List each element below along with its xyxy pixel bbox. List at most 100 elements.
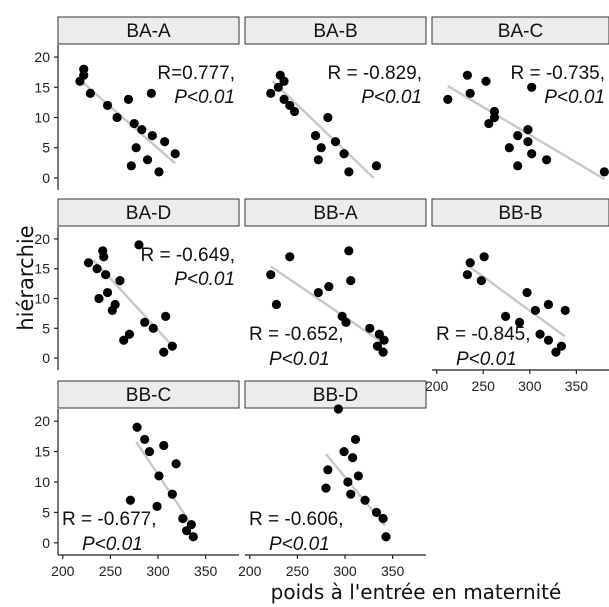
- data-point: [339, 446, 349, 457]
- data-point: [513, 161, 523, 171]
- data-point: [289, 106, 300, 117]
- data-point: [346, 489, 356, 499]
- data-point: [379, 335, 389, 345]
- data-point: [279, 76, 289, 86]
- x-tick-label: 350: [381, 563, 405, 579]
- p-value-label: P<0.01: [456, 349, 517, 370]
- data-point: [514, 317, 525, 327]
- data-point: [129, 118, 139, 129]
- data-point: [504, 143, 514, 153]
- y-tick-label: 5: [42, 140, 50, 156]
- facet-title: BA-C: [498, 21, 543, 42]
- y-tick-label: 20: [34, 231, 50, 247]
- data-point: [527, 82, 537, 92]
- data-point: [344, 167, 354, 177]
- facet-strip: [244, 198, 427, 227]
- facet-strip: [244, 16, 427, 45]
- data-point: [360, 495, 370, 505]
- facet-strip: [57, 16, 240, 45]
- data-point: [170, 149, 180, 159]
- data-point: [79, 64, 89, 74]
- correlation-label: R = -0.652,: [249, 324, 344, 345]
- regression-line: [271, 80, 375, 179]
- data-point: [110, 299, 120, 310]
- data-point: [378, 347, 388, 357]
- data-point: [323, 112, 333, 123]
- correlation-label: R = -0.677,: [62, 509, 157, 530]
- x-tick-label: 200: [51, 563, 75, 579]
- data-point: [154, 471, 164, 481]
- facet-title: BB-A: [313, 203, 358, 224]
- data-point: [125, 495, 135, 505]
- correlation-label: R = -0.845,: [436, 324, 531, 345]
- data-point: [323, 465, 333, 475]
- data-point: [560, 305, 570, 316]
- data-point: [348, 453, 358, 463]
- data-point: [273, 82, 283, 92]
- data-point: [98, 246, 108, 256]
- data-point: [126, 161, 136, 171]
- data-point: [462, 270, 472, 280]
- data-point: [271, 299, 282, 310]
- data-point: [479, 252, 489, 262]
- p-value-label: P<0.01: [269, 349, 330, 370]
- data-point: [346, 276, 356, 286]
- data-point: [465, 258, 475, 268]
- data-point: [465, 88, 475, 98]
- data-point: [188, 532, 198, 542]
- data-point: [344, 246, 354, 256]
- data-point: [371, 507, 382, 518]
- data-point: [154, 167, 164, 177]
- data-point: [371, 161, 382, 171]
- data-point: [481, 76, 491, 86]
- p-value-label: P<0.01: [269, 534, 330, 555]
- data-point: [146, 88, 156, 98]
- panel-ba-d: BA-D 0 5 10 15 20 R = -0.649, P<0.01: [34, 198, 240, 370]
- panel-bb-c: BB-C 0 5 10 15 20 200 250 300 350 R = -0.677, P<0.0…: [34, 380, 240, 579]
- x-tick-label: 250: [286, 563, 310, 579]
- data-point: [333, 404, 343, 414]
- panels-layer: BA-A 0 5 10 15 20 R=0.777, P<0.01 BA-B R = -0.829…: [34, 16, 609, 579]
- data-point: [147, 131, 157, 141]
- data-point: [279, 94, 289, 104]
- data-point: [350, 434, 361, 445]
- y-tick-label: 0: [42, 170, 50, 186]
- panel-ba-a: BA-A 0 5 10 15 20 R=0.777, P<0.01: [34, 16, 240, 190]
- facet-title: BB-B: [498, 203, 542, 224]
- data-point: [523, 124, 533, 135]
- data-point: [541, 155, 552, 165]
- y-tick-label: 10: [34, 110, 50, 126]
- x-tick-label: 350: [565, 378, 589, 394]
- p-value-label: P<0.01: [361, 87, 422, 108]
- y-tick-label: 15: [34, 79, 50, 95]
- facet-title: BA-B: [313, 21, 357, 42]
- data-point: [140, 434, 150, 445]
- data-point: [462, 70, 472, 80]
- data-point: [500, 311, 511, 321]
- x-tick-label: 250: [472, 378, 496, 394]
- data-point: [378, 513, 388, 524]
- data-point: [285, 252, 295, 262]
- data-point: [341, 317, 351, 327]
- data-point: [167, 341, 177, 351]
- data-point: [186, 519, 196, 530]
- p-value-label: P<0.01: [82, 534, 143, 555]
- data-point: [353, 471, 363, 481]
- regression-line: [79, 79, 176, 165]
- data-point: [266, 270, 276, 280]
- x-tick-label: 300: [333, 563, 357, 579]
- facet-strip: [431, 198, 609, 227]
- y-tick-label: 5: [42, 504, 50, 520]
- panel-bb-a: BB-A R = -0.652, P<0.01: [244, 198, 427, 370]
- data-point: [137, 124, 147, 135]
- data-point: [115, 276, 125, 286]
- data-point: [599, 167, 609, 177]
- x-tick-label: 200: [238, 563, 262, 579]
- data-point: [101, 270, 111, 280]
- data-point: [527, 149, 537, 159]
- data-point: [484, 118, 494, 129]
- facet-strip: [431, 16, 609, 45]
- data-point: [152, 501, 162, 511]
- y-tick-label: 10: [34, 474, 50, 490]
- data-point: [513, 131, 523, 141]
